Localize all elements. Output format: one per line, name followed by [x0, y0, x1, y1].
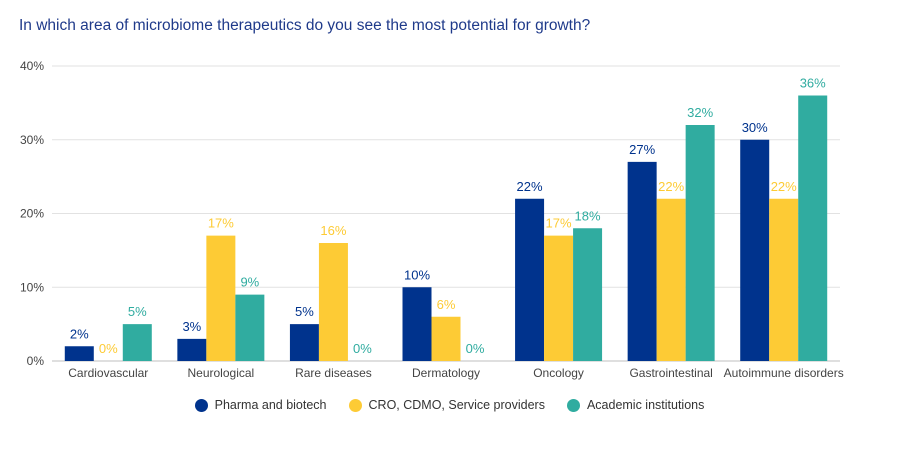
- y-tick-label: 40%: [20, 59, 44, 73]
- data-label: 0%: [99, 341, 118, 356]
- data-label: 17%: [546, 216, 572, 231]
- y-tick-label: 20%: [20, 207, 44, 221]
- data-label: 0%: [353, 341, 372, 356]
- data-label: 36%: [800, 76, 826, 91]
- bar: [798, 95, 828, 361]
- legend-item: Academic institutions: [566, 398, 705, 412]
- legend-label: Pharma and biotech: [214, 398, 327, 412]
- bar: [544, 235, 574, 361]
- x-tick-label: Gastrointestinal: [629, 366, 712, 380]
- data-label: 17%: [208, 216, 234, 231]
- data-label: 0%: [466, 341, 485, 356]
- x-tick-label: Rare diseases: [295, 366, 372, 380]
- bar: [656, 198, 686, 361]
- data-label: 32%: [687, 105, 713, 120]
- bar: [685, 125, 715, 361]
- data-label: 3%: [182, 319, 201, 334]
- data-label: 22%: [771, 179, 797, 194]
- data-label: 5%: [295, 304, 314, 319]
- data-label: 5%: [128, 304, 147, 319]
- bar: [402, 287, 432, 361]
- bar: [740, 139, 770, 361]
- bar: [206, 235, 236, 361]
- bar: [769, 198, 799, 361]
- y-tick-label: 0%: [27, 354, 45, 368]
- y-tick-label: 30%: [20, 133, 44, 147]
- x-tick-label: Cardiovascular: [68, 366, 148, 380]
- bar: [177, 338, 207, 361]
- legend-item: CRO, CDMO, Service providers: [348, 398, 545, 412]
- legend-item: Pharma and biotech: [194, 398, 327, 412]
- x-tick-label: Neurological: [188, 366, 255, 380]
- data-label: 30%: [742, 120, 768, 135]
- legend-swatch: [348, 398, 362, 412]
- bar: [318, 243, 348, 361]
- bar: [573, 228, 603, 361]
- data-label: 16%: [320, 223, 346, 238]
- bar: [289, 324, 319, 361]
- data-label: 22%: [517, 179, 543, 194]
- chart-title: In which area of microbiome therapeutics…: [19, 17, 591, 34]
- legend: Pharma and biotech CRO, CDMO, Service pro…: [0, 398, 899, 412]
- bar: [431, 316, 461, 361]
- data-label: 22%: [658, 179, 684, 194]
- data-label: 9%: [240, 275, 259, 290]
- bar: [627, 161, 657, 361]
- legend-label: Academic institutions: [586, 398, 705, 412]
- legend-swatch: [194, 398, 208, 412]
- bar: [122, 324, 152, 361]
- bar: [235, 294, 265, 361]
- x-tick-label: Dermatology: [412, 366, 480, 380]
- data-label: 6%: [437, 297, 456, 312]
- data-label: 27%: [629, 142, 655, 157]
- legend-swatch: [566, 398, 580, 412]
- data-label: 2%: [70, 326, 89, 341]
- data-label: 10%: [404, 267, 430, 282]
- bar: [64, 346, 94, 361]
- y-tick-label: 10%: [20, 280, 44, 294]
- bar: [515, 198, 545, 361]
- data-label: 18%: [575, 208, 601, 223]
- x-tick-label: Autoimmune disorders: [724, 366, 844, 380]
- x-tick-label: Oncology: [533, 366, 584, 380]
- legend-label: CRO, CDMO, Service providers: [368, 398, 545, 412]
